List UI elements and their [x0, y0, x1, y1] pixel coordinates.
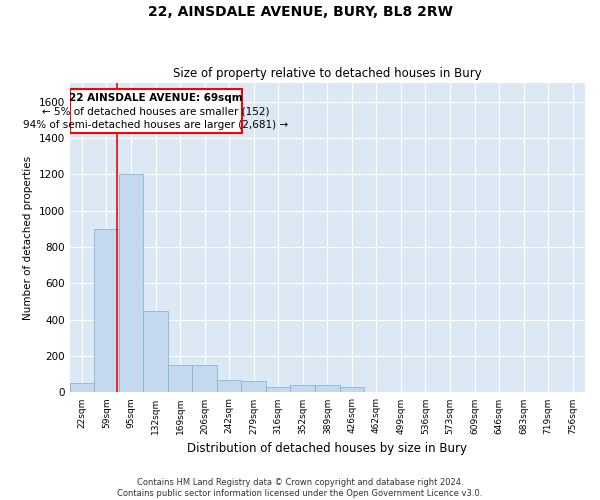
Bar: [94, 229, 119, 392]
Bar: [193, 365, 217, 392]
Bar: [217, 380, 241, 392]
Bar: [168, 365, 193, 392]
Text: Contains HM Land Registry data © Crown copyright and database right 2024.
Contai: Contains HM Land Registry data © Crown c…: [118, 478, 482, 498]
Text: 94% of semi-detached houses are larger (2,681) →: 94% of semi-detached houses are larger (…: [23, 120, 289, 130]
Title: Size of property relative to detached houses in Bury: Size of property relative to detached ho…: [173, 66, 482, 80]
Text: 22 AINSDALE AVENUE: 69sqm: 22 AINSDALE AVENUE: 69sqm: [69, 94, 243, 104]
Bar: [143, 310, 168, 392]
Bar: [340, 387, 364, 392]
Bar: [119, 174, 143, 392]
Bar: [315, 385, 340, 392]
Text: 22, AINSDALE AVENUE, BURY, BL8 2RW: 22, AINSDALE AVENUE, BURY, BL8 2RW: [148, 5, 452, 19]
X-axis label: Distribution of detached houses by size in Bury: Distribution of detached houses by size …: [187, 442, 467, 455]
Y-axis label: Number of detached properties: Number of detached properties: [23, 156, 33, 320]
Bar: [70, 384, 94, 392]
Bar: [266, 387, 290, 392]
Bar: [241, 380, 266, 392]
Text: ← 5% of detached houses are smaller (152): ← 5% of detached houses are smaller (152…: [42, 106, 270, 117]
FancyBboxPatch shape: [70, 89, 242, 132]
Bar: [290, 385, 315, 392]
